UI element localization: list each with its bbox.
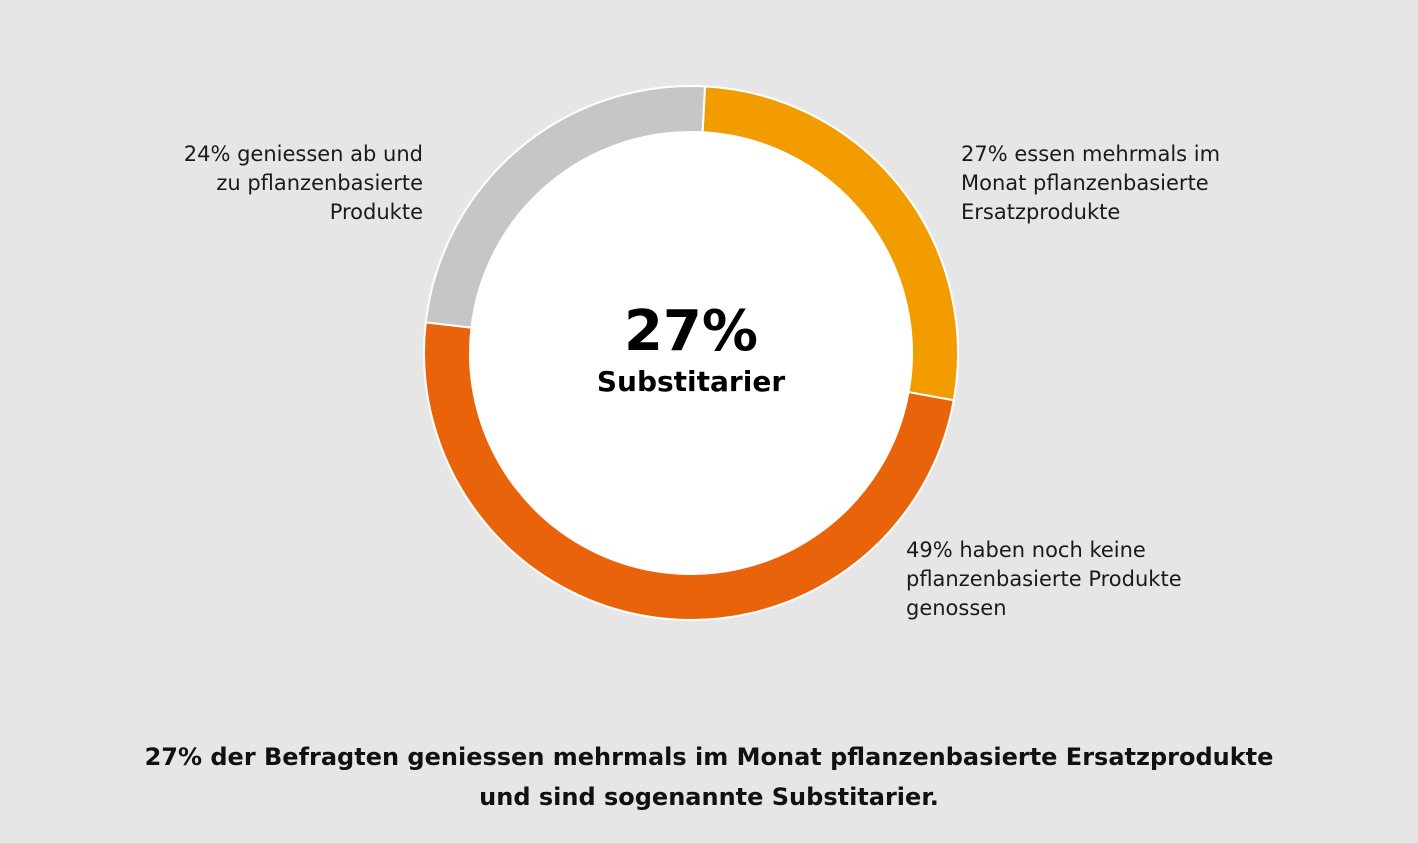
center-percentage: 27% bbox=[623, 299, 759, 364]
chart-caption: 27% der Befragten geniessen mehrmals im … bbox=[0, 737, 1418, 817]
label-monthly-line-3: Ersatzprodukte bbox=[961, 200, 1121, 224]
label-monthly-line-1: 27% essen mehrmals im bbox=[961, 142, 1221, 166]
label-occasional: 24% geniessen ab und zu pflanzenbasierte… bbox=[184, 140, 423, 227]
caption-line-1: 27% der Befragten geniessen mehrmals im … bbox=[144, 743, 1274, 771]
label-occasional-line-1: 24% geniessen ab und bbox=[183, 142, 423, 166]
label-never-line-2: pflanzenbasierte Produkte bbox=[906, 567, 1182, 591]
donut-center bbox=[470, 132, 912, 574]
label-monthly: 27% essen mehrmals im Monat pflanzenbasi… bbox=[961, 140, 1220, 227]
label-never-line-3: genossen bbox=[906, 596, 1007, 620]
center-label: Substitarier bbox=[596, 365, 786, 398]
label-occasional-line-3: Produkte bbox=[329, 200, 423, 224]
label-never-line-1: 49% haben noch keine bbox=[906, 538, 1146, 562]
caption-line-2: und sind sogenannte Substitarier. bbox=[479, 783, 939, 811]
label-never: 49% haben noch keine pflanzenbasierte Pr… bbox=[906, 536, 1182, 623]
label-monthly-line-2: Monat pflanzenbasierte bbox=[961, 171, 1209, 195]
label-occasional-line-2: zu pflanzenbasierte bbox=[216, 171, 423, 195]
